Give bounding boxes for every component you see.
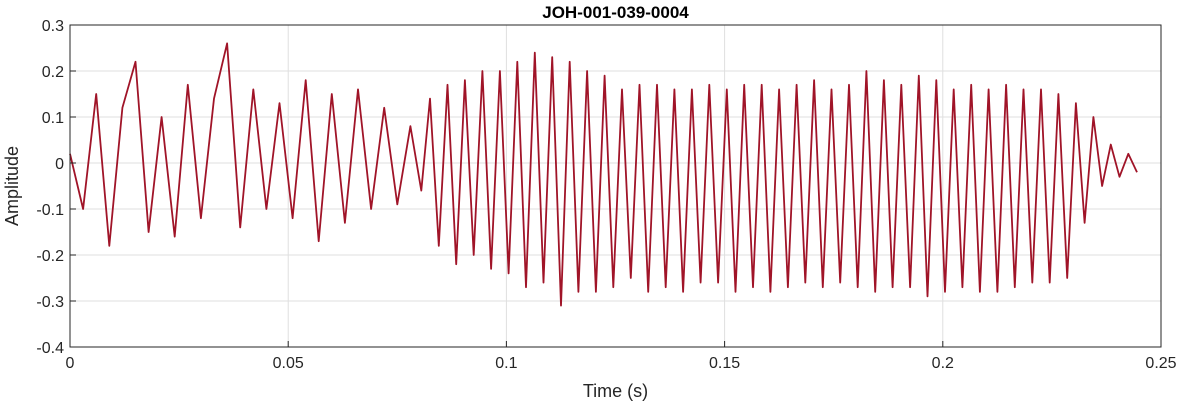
- y-tick-label: -0.2: [36, 248, 64, 265]
- y-tick-label: 0.1: [42, 110, 64, 127]
- y-tick-label: 0.2: [42, 64, 64, 81]
- x-tick-label: 0.1: [495, 355, 517, 372]
- chart-title: JOH-001-039-0004: [542, 3, 689, 22]
- y-tick-label: -0.4: [36, 340, 64, 357]
- y-axis-ticks: -0.4 -0.3 -0.2 -0.1 0 0.1 0.2 0.3: [36, 18, 76, 357]
- series-line-waveform: [69, 42, 1138, 307]
- x-tick-label: 0.15: [709, 355, 740, 372]
- plot-area-frame: [69, 24, 1162, 348]
- y-tick-label: 0: [55, 156, 64, 173]
- x-tick-label: 0.05: [273, 355, 304, 372]
- y-tick-label: -0.3: [36, 294, 64, 311]
- x-tick-label: 0: [66, 355, 75, 372]
- x-axis-ticks: 0 0.05 0.1 0.15 0.2 0.25: [66, 341, 1177, 372]
- y-tick-label: -0.1: [36, 202, 64, 219]
- x-tick-label: 0.25: [1145, 355, 1176, 372]
- x-tick-label: 0.2: [932, 355, 954, 372]
- x-axis-label: Time (s): [583, 381, 648, 401]
- y-axis-label: Amplitude: [2, 146, 22, 226]
- grid-lines: [69, 24, 1162, 348]
- y-tick-label: 0.3: [42, 18, 64, 35]
